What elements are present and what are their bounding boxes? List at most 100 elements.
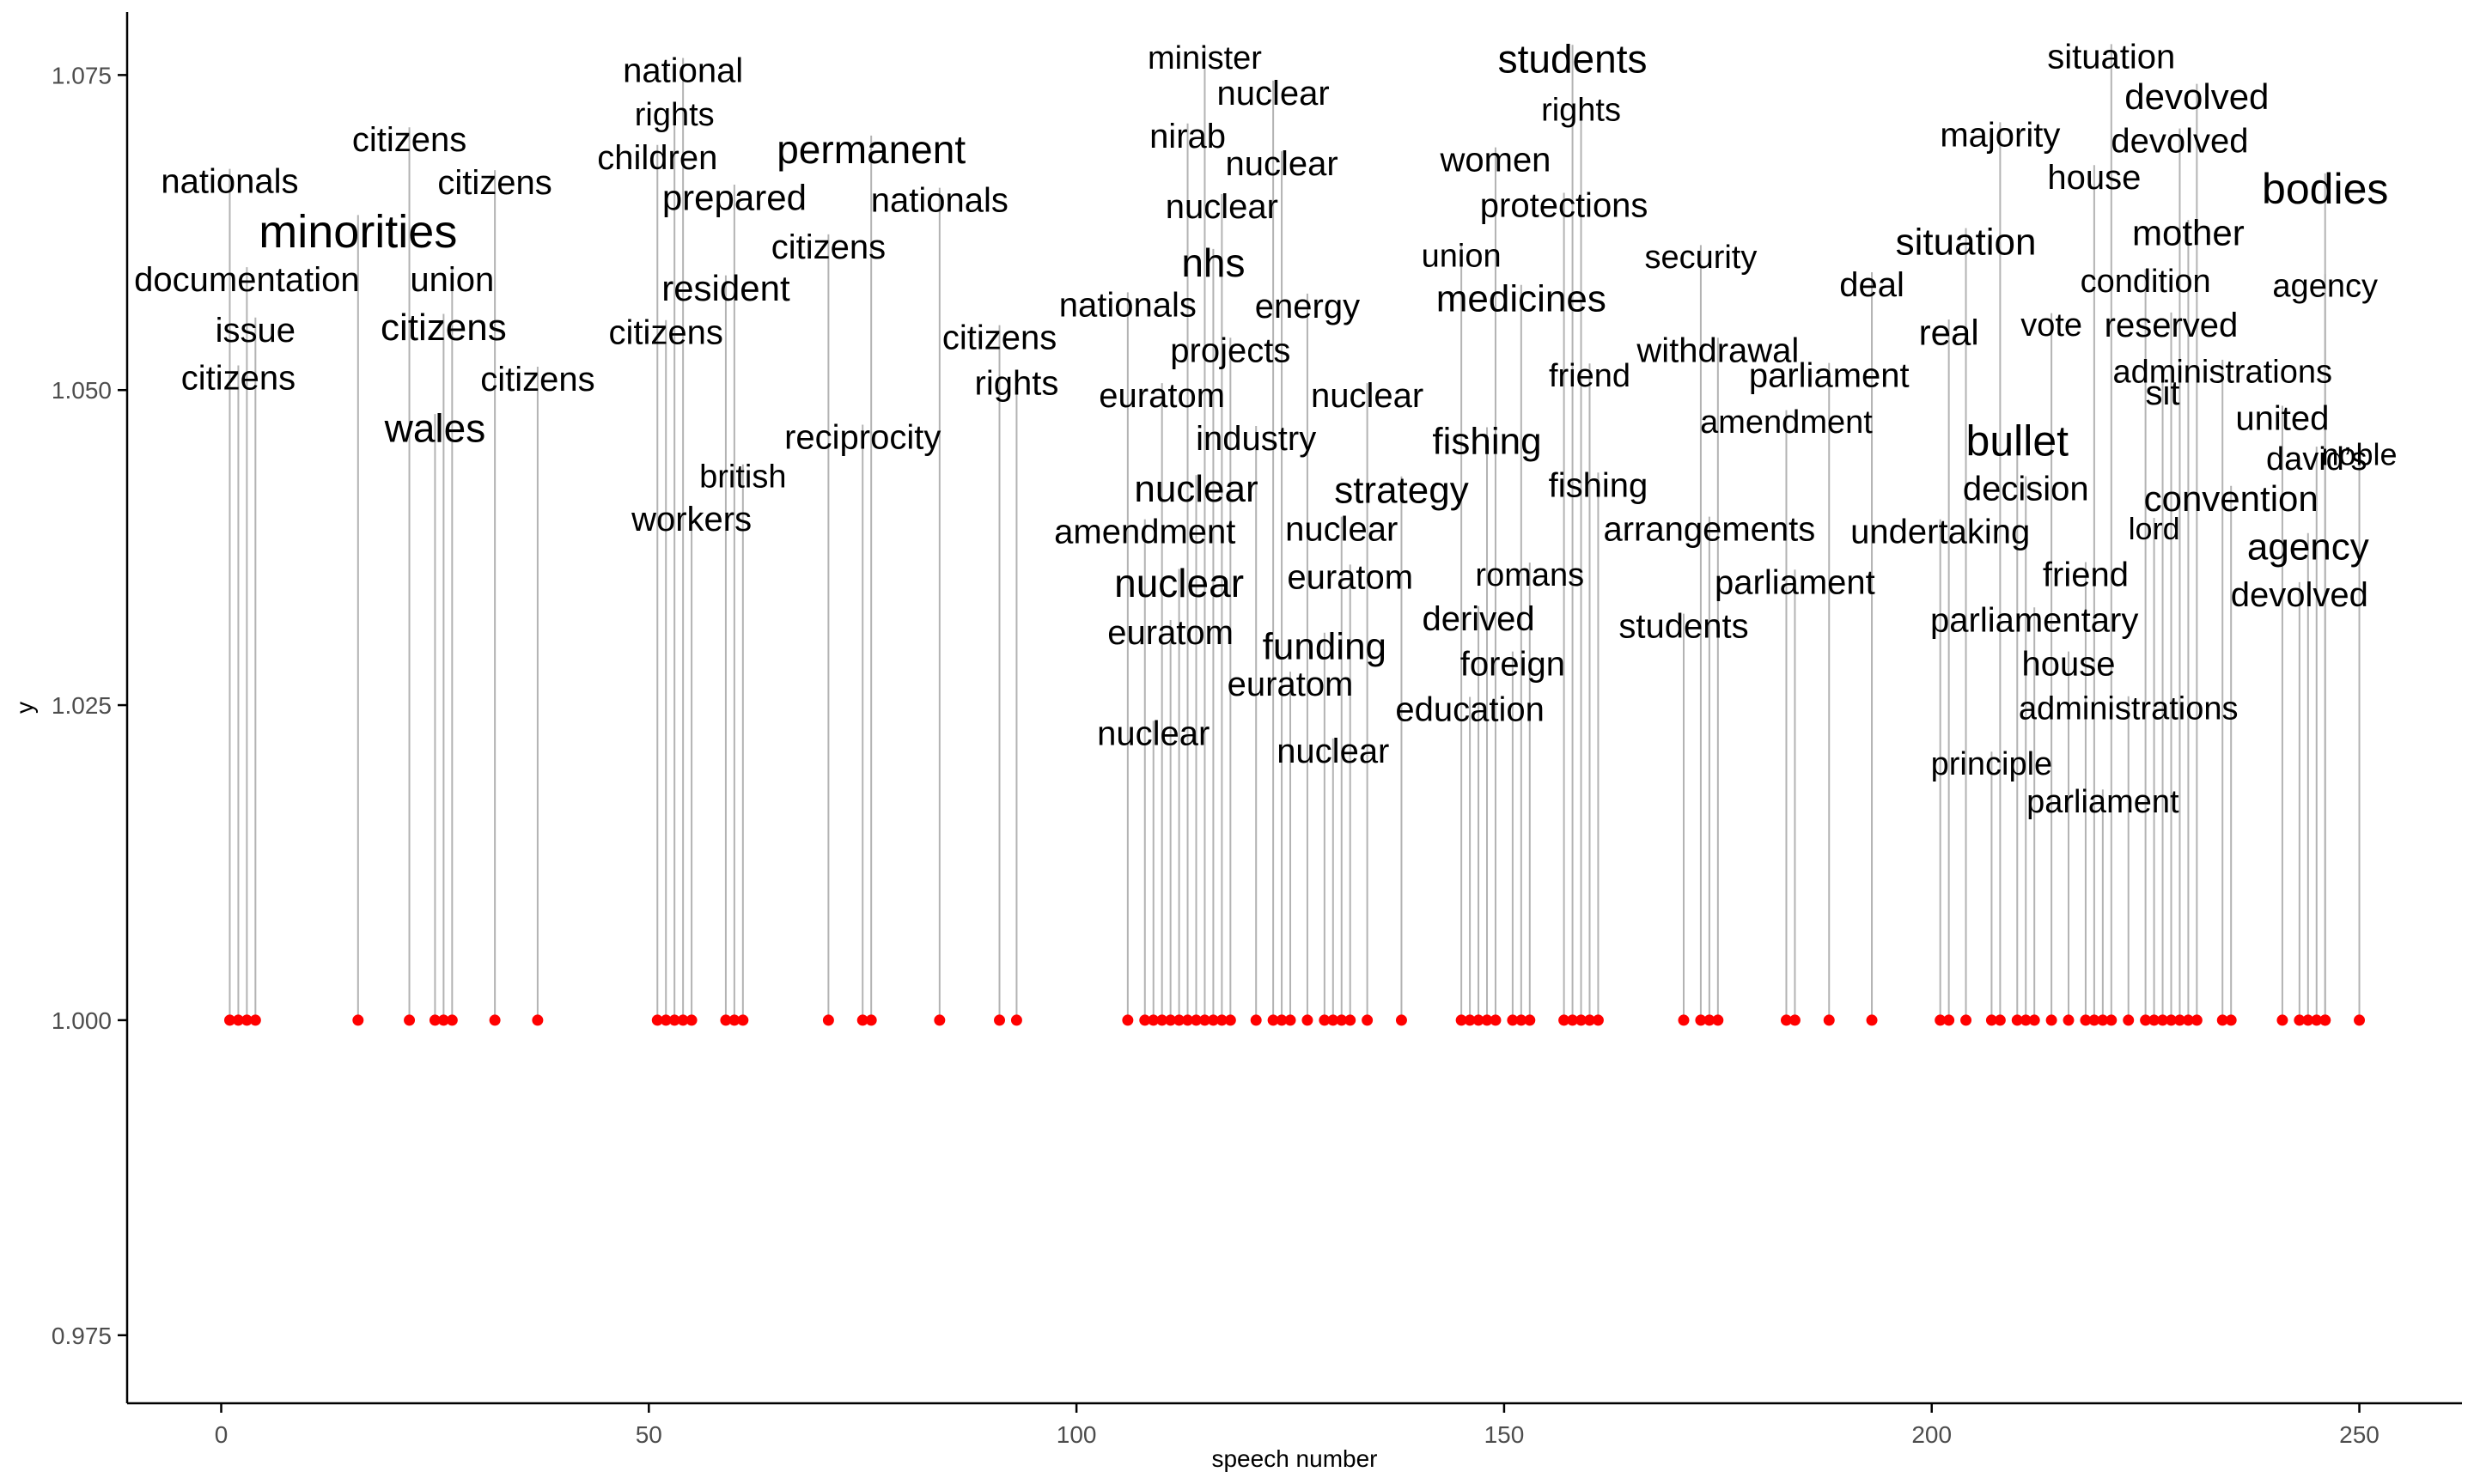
data-point [1985,1014,1997,1026]
data-point [352,1014,364,1026]
data-point [2173,1014,2185,1026]
word-label: withdrawal [1636,331,1799,369]
word-label: administrations [2019,690,2239,727]
data-point [404,1014,416,1026]
x-tick-label: 250 [2339,1421,2380,1448]
word-label: vote [2020,307,2082,344]
word-label: citizens [381,307,507,349]
word-label: documentation [134,261,359,299]
word-label: house [2047,159,2141,197]
data-point [1224,1014,1236,1026]
word-label: devolved [2124,76,2269,117]
word-label: noble [2321,437,2397,472]
y-tick-label: 1.025 [52,692,112,719]
data-point [1481,1014,1493,1026]
word-label: agency [2247,526,2369,569]
word-label: nuclear [1097,715,1210,752]
data-point [1182,1014,1194,1026]
data-point [1490,1014,1502,1026]
word-label: rights [635,97,715,133]
data-point [686,1014,698,1026]
word-label: undertaking [1850,514,2030,551]
word-label: arrangements [1603,511,1815,549]
word-label: administrations [2112,355,2332,391]
data-point [429,1014,441,1026]
word-label: fishing [1432,420,1541,462]
word-label: protections [1480,187,1648,225]
word-label: energy [1255,288,1360,325]
word-label: nuclear [1225,145,1338,183]
word-label: education [1395,690,1544,728]
word-label: citizens [352,121,466,159]
y-tick-label: 0.975 [52,1323,112,1349]
word-label: agency [2272,269,2378,305]
word-label: majority [1940,116,2060,154]
word-label: nuclear [1217,75,1330,113]
data-point [1284,1014,1296,1026]
data-point [1583,1014,1595,1026]
data-point [1780,1014,1792,1026]
word-label: devolved [2111,123,2248,161]
data-point [2216,1014,2228,1026]
y-axis-ticks: 0.975 1.000 1.025 1.050 1.075 [52,62,127,1349]
data-point [446,1014,458,1026]
data-point [1301,1014,1313,1026]
data-point [1515,1014,1527,1026]
data-point [1455,1014,1467,1026]
word-label: nuclear [1311,377,1423,415]
word-label: situation [1896,221,2037,263]
word-label: industry [1196,420,1316,458]
data-point [2165,1014,2177,1026]
data-point [1472,1014,1484,1026]
word-label: derived [1422,600,1534,638]
data-point [2276,1014,2288,1026]
data-point [1276,1014,1288,1026]
data-point [720,1014,732,1026]
word-label: deal [1839,266,1904,304]
data-point [1524,1014,1536,1026]
word-label: nhs [1181,240,1245,285]
data-point [677,1014,689,1026]
word-label: amendment [1054,514,1235,551]
word-label: british [699,459,786,495]
y-axis-title: y [11,702,38,714]
data-point [532,1014,544,1026]
word-label: friend [1549,358,1630,394]
data-point [1267,1014,1279,1026]
data-point [1319,1014,1331,1026]
x-axis-title: speech number [1211,1445,1377,1472]
word-label: principle [1931,746,2053,782]
data-point [1148,1014,1160,1026]
data-point [1344,1014,1356,1026]
data-point [2294,1014,2306,1026]
word-label: devolved [2231,576,2368,614]
word-label: permanent [777,127,966,172]
data-point [1156,1014,1168,1026]
data-point [2063,1014,2075,1026]
y-tick-label: 1.050 [52,377,112,404]
word-label: rights [975,364,1059,402]
data-point [1960,1014,1972,1026]
word-label: security [1644,240,1757,276]
data-point [232,1014,244,1026]
word-label: condition [2081,264,2211,300]
word-label: minister [1148,40,1262,76]
word-label: euratom [1099,377,1225,415]
data-point [1788,1014,1801,1026]
word-label: bodies [2262,165,2388,213]
x-axis-ticks: 0 50 100 150 200 250 [215,1403,2380,1448]
data-point [1191,1014,1203,1026]
data-point [651,1014,663,1026]
data-point [2311,1014,2323,1026]
x-tick-label: 50 [636,1421,662,1448]
data-point [2097,1014,2109,1026]
word-label: students [1618,608,1748,646]
data-point [737,1014,749,1026]
word-label: euratom [1287,558,1413,596]
word-label: real [1919,312,1979,352]
word-label: situation [2047,38,2175,76]
word-label: union [1422,239,1502,275]
data-point [2080,1014,2092,1026]
data-point [2319,1014,2331,1026]
x-tick-label: 100 [1057,1421,1097,1448]
